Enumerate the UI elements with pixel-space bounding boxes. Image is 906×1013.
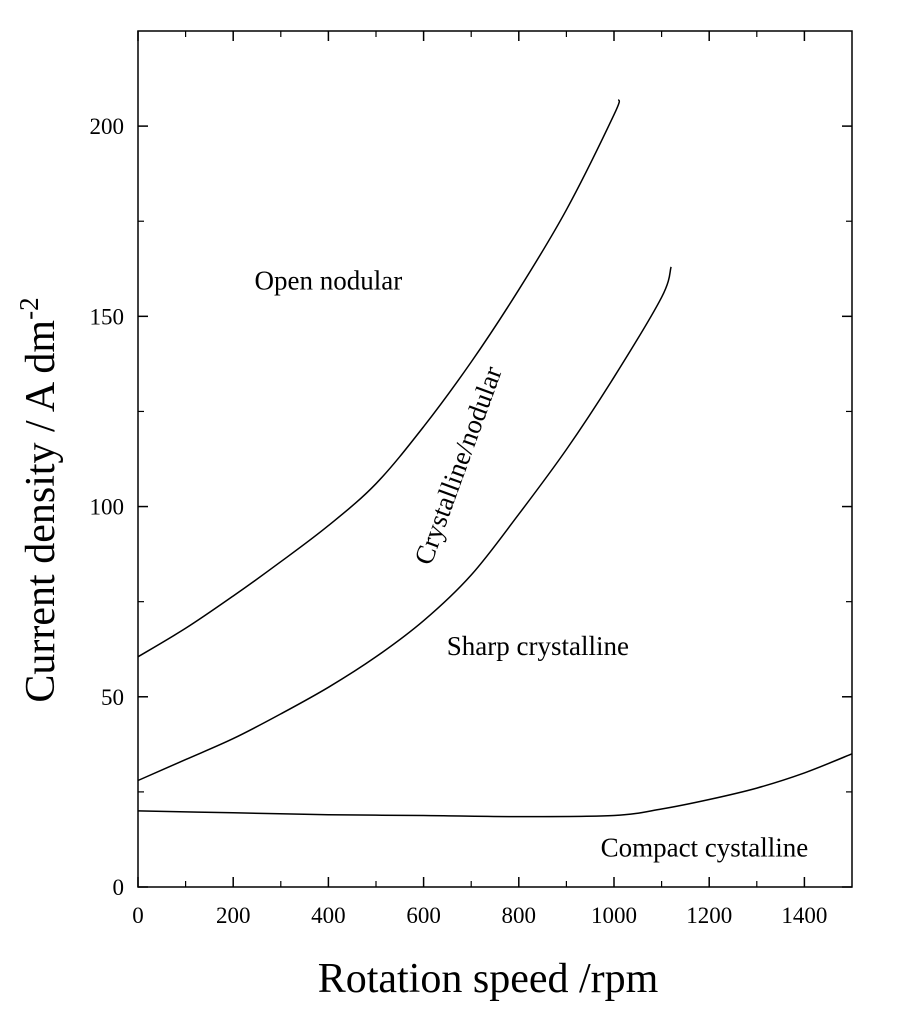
- region-labels: Open nodular Crystalline/nodular Sharp cry…: [255, 266, 809, 863]
- plot-frame: [137, 30, 853, 888]
- label-sharp-crystalline: Sharp crystalline: [447, 631, 629, 661]
- y-axis-title: Current density / A dm-2: [14, 297, 64, 702]
- y-axis-title-superscript: -2: [14, 297, 44, 320]
- middle-boundary-curve: [137, 266, 672, 782]
- x-tick-label: 1000: [591, 903, 637, 928]
- label-open-nodular: Open nodular: [255, 266, 403, 296]
- axis-ticks: [137, 31, 852, 888]
- axis-tick-labels: 0 200 400 600 800 1000 1200 1400 0 50 100 150 200: [90, 114, 828, 928]
- x-tick-label: 1400: [781, 903, 827, 928]
- x-tick-label: 600: [406, 903, 441, 928]
- y-tick-label: 150: [90, 304, 125, 329]
- boundary-curves: [137, 99, 853, 818]
- y-tick-label: 0: [113, 875, 125, 900]
- x-tick-label: 200: [216, 903, 251, 928]
- label-crystalline-nodular: Crystalline/nodular: [408, 362, 507, 568]
- x-axis-title: Rotation speed /rpm: [318, 956, 659, 1002]
- x-tick-label: 800: [502, 903, 537, 928]
- x-tick-label: 1200: [686, 903, 732, 928]
- upper-boundary-curve: [137, 99, 621, 658]
- lower-boundary-curve: [137, 753, 853, 818]
- y-tick-label: 200: [90, 114, 125, 139]
- label-compact-crystalline: Compact cystalline: [601, 833, 809, 863]
- y-axis-title-main: Current density / A dm: [18, 320, 64, 703]
- y-tick-label: 50: [101, 685, 124, 710]
- y-tick-label: 100: [90, 495, 125, 520]
- x-tick-label: 0: [132, 903, 144, 928]
- x-tick-label: 400: [311, 903, 346, 928]
